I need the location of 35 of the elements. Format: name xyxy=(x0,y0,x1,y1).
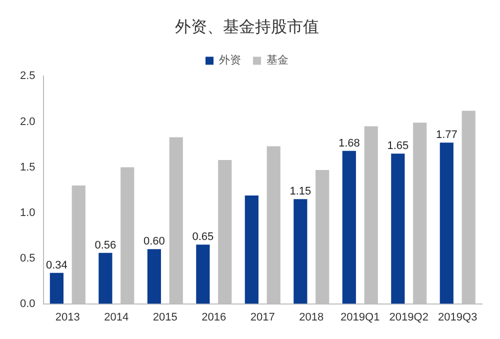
x-tick-label: 2013 xyxy=(55,311,80,324)
x-tick-label: 2017 xyxy=(250,311,275,324)
data-label: 0.60 xyxy=(143,236,165,248)
bar xyxy=(391,154,405,304)
bar xyxy=(196,244,210,304)
y-tick-label: 2.5 xyxy=(20,70,36,82)
x-tick-label: 2019Q1 xyxy=(340,311,380,324)
y-tick-label: 0.0 xyxy=(20,298,36,310)
bar xyxy=(98,252,112,304)
chart-title: 外资、基金持股市值 xyxy=(175,16,319,36)
legend-label: 外资 xyxy=(219,54,241,67)
data-label: 1.15 xyxy=(290,186,312,198)
y-tick-label: 1.0 xyxy=(20,206,36,219)
data-label: 1.77 xyxy=(436,129,458,142)
data-label: 0.56 xyxy=(94,239,116,252)
bar xyxy=(440,142,454,304)
data-label: 1.68 xyxy=(338,137,360,150)
y-tick-label: 0.5 xyxy=(20,252,36,264)
x-tick-label: 2014 xyxy=(104,311,129,324)
bar xyxy=(147,249,161,304)
bar xyxy=(294,199,308,304)
x-tick-label: 2018 xyxy=(299,311,324,324)
x-tick-label: 2019Q3 xyxy=(438,311,478,324)
y-tick-label: 2.0 xyxy=(20,116,36,128)
x-tick-label: 2016 xyxy=(202,311,226,324)
bar xyxy=(342,150,356,304)
bar xyxy=(50,272,64,304)
x-tick-label: 2019Q2 xyxy=(389,311,428,324)
bar xyxy=(244,195,258,304)
y-tick-label: 1.5 xyxy=(20,161,36,174)
x-tick-label: 2015 xyxy=(152,311,178,324)
legend-label: 基金 xyxy=(266,54,288,67)
data-label: 0.65 xyxy=(192,231,214,244)
data-label: 1.65 xyxy=(387,140,409,152)
data-label: 0.34 xyxy=(46,259,68,272)
